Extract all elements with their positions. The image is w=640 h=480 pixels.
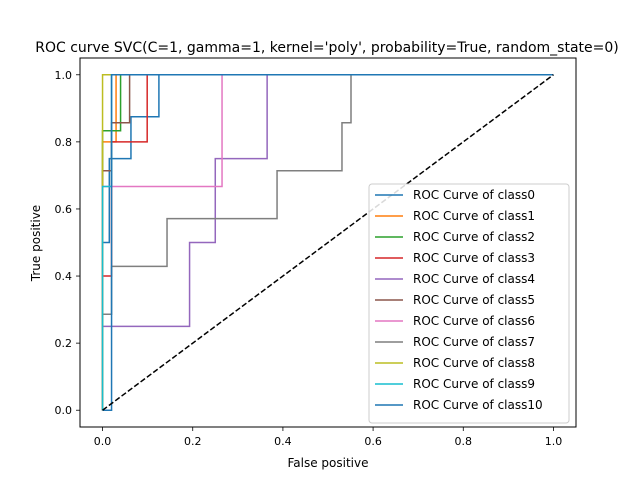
y-tick-label: 0.6 [55, 203, 73, 216]
x-axis-label: False positive [287, 456, 368, 470]
series-layer [101, 74, 554, 411]
x-tick-label: 0.6 [364, 435, 382, 448]
x-axis-ticks: 0.0 0.2 0.4 0.6 0.8 1.0 [94, 427, 562, 448]
legend-label-class0: ROC Curve of class0 [413, 188, 535, 202]
legend-label-class3: ROC Curve of class3 [413, 251, 535, 265]
legend-label-class2: ROC Curve of class2 [413, 230, 535, 244]
legend-label-class9: ROC Curve of class9 [413, 377, 535, 391]
y-tick-label: 1.0 [55, 69, 73, 82]
legend-label-class4: ROC Curve of class4 [413, 272, 535, 286]
roc-line-class4 [101, 74, 554, 411]
y-axis-ticks: 0.0 0.2 0.4 0.6 0.8 1.0 [55, 69, 80, 417]
y-tick-label: 0.4 [55, 270, 73, 283]
axes-frame [79, 57, 577, 428]
x-tick-label: 0.8 [455, 435, 473, 448]
chance-diagonal-line [102, 74, 554, 411]
chart-title: ROC curve SVC(C=1, gamma=1, kernel='poly… [35, 40, 619, 56]
y-tick-label: 0.0 [55, 404, 73, 417]
y-tick-label: 0.8 [55, 136, 73, 149]
roc-line-class10 [102, 74, 554, 411]
legend-label-class6: ROC Curve of class6 [413, 314, 535, 328]
x-tick-label: 0.0 [94, 435, 112, 448]
x-tick-label: 0.4 [274, 435, 292, 448]
y-axis-label: True positive [29, 205, 43, 282]
legend-label-class7: ROC Curve of class7 [413, 335, 535, 349]
legend-label-class5: ROC Curve of class5 [413, 293, 535, 307]
y-tick-label: 0.2 [55, 337, 73, 350]
x-tick-label: 0.2 [184, 435, 202, 448]
legend-label-class1: ROC Curve of class1 [413, 209, 535, 223]
legend-label-class10: ROC Curve of class10 [413, 398, 543, 412]
legend: ROC Curve of class0 ROC Curve of class1 RO… [368, 183, 570, 424]
plot-area [101, 74, 554, 411]
legend-box [368, 183, 570, 424]
legend-label-class8: ROC Curve of class8 [413, 356, 535, 370]
x-tick-label: 1.0 [545, 435, 563, 448]
roc-line-class0 [101, 74, 554, 411]
